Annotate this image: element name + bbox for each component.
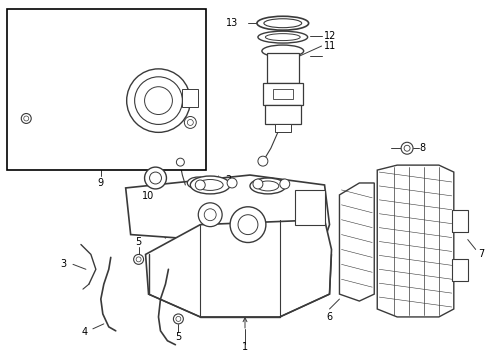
Text: 3: 3 <box>60 259 66 269</box>
Ellipse shape <box>266 33 300 41</box>
Bar <box>452 260 468 281</box>
Polygon shape <box>340 183 374 301</box>
Bar <box>7 9 206 170</box>
Circle shape <box>204 209 216 221</box>
Bar <box>263 83 303 105</box>
Bar <box>294 190 324 225</box>
Text: 11: 11 <box>323 41 336 51</box>
Bar <box>267 53 299 83</box>
Ellipse shape <box>250 178 286 194</box>
Circle shape <box>176 316 181 321</box>
Circle shape <box>136 257 141 262</box>
Ellipse shape <box>190 176 230 194</box>
Circle shape <box>196 180 205 190</box>
Bar <box>265 105 301 125</box>
Polygon shape <box>377 165 454 317</box>
Circle shape <box>184 117 196 129</box>
Circle shape <box>198 203 222 227</box>
Circle shape <box>24 116 29 121</box>
Text: 6: 6 <box>326 312 333 322</box>
Circle shape <box>280 179 290 189</box>
Circle shape <box>404 145 410 151</box>
Bar <box>273 89 293 99</box>
Ellipse shape <box>264 19 302 28</box>
Bar <box>275 125 291 132</box>
Circle shape <box>176 158 184 166</box>
Circle shape <box>134 255 144 264</box>
Ellipse shape <box>257 16 309 30</box>
Circle shape <box>149 172 162 184</box>
Text: 1: 1 <box>242 342 248 352</box>
Circle shape <box>187 120 193 125</box>
Text: 13: 13 <box>226 18 238 28</box>
Circle shape <box>401 142 413 154</box>
Circle shape <box>21 113 31 123</box>
Circle shape <box>127 69 190 132</box>
Circle shape <box>145 167 167 189</box>
Polygon shape <box>125 175 329 239</box>
Circle shape <box>173 314 183 324</box>
Bar <box>452 210 468 231</box>
Ellipse shape <box>191 180 205 186</box>
Circle shape <box>258 156 268 166</box>
Bar <box>182 89 198 107</box>
Polygon shape <box>146 220 332 317</box>
Text: 12: 12 <box>323 31 336 41</box>
Circle shape <box>238 215 258 235</box>
Ellipse shape <box>187 177 209 189</box>
Text: 9: 9 <box>98 178 104 188</box>
Ellipse shape <box>262 45 304 57</box>
Circle shape <box>230 207 266 243</box>
Text: 10: 10 <box>143 191 155 201</box>
Text: 5: 5 <box>135 237 142 247</box>
Circle shape <box>253 179 263 189</box>
Ellipse shape <box>258 31 308 43</box>
Text: 8: 8 <box>419 143 425 153</box>
Circle shape <box>227 178 237 188</box>
Text: 5: 5 <box>175 332 181 342</box>
Text: 7: 7 <box>479 249 485 260</box>
Circle shape <box>135 77 182 125</box>
Text: 4: 4 <box>82 327 88 337</box>
Ellipse shape <box>257 181 279 191</box>
Text: 2: 2 <box>225 175 231 185</box>
Ellipse shape <box>197 180 223 190</box>
Circle shape <box>145 87 172 114</box>
